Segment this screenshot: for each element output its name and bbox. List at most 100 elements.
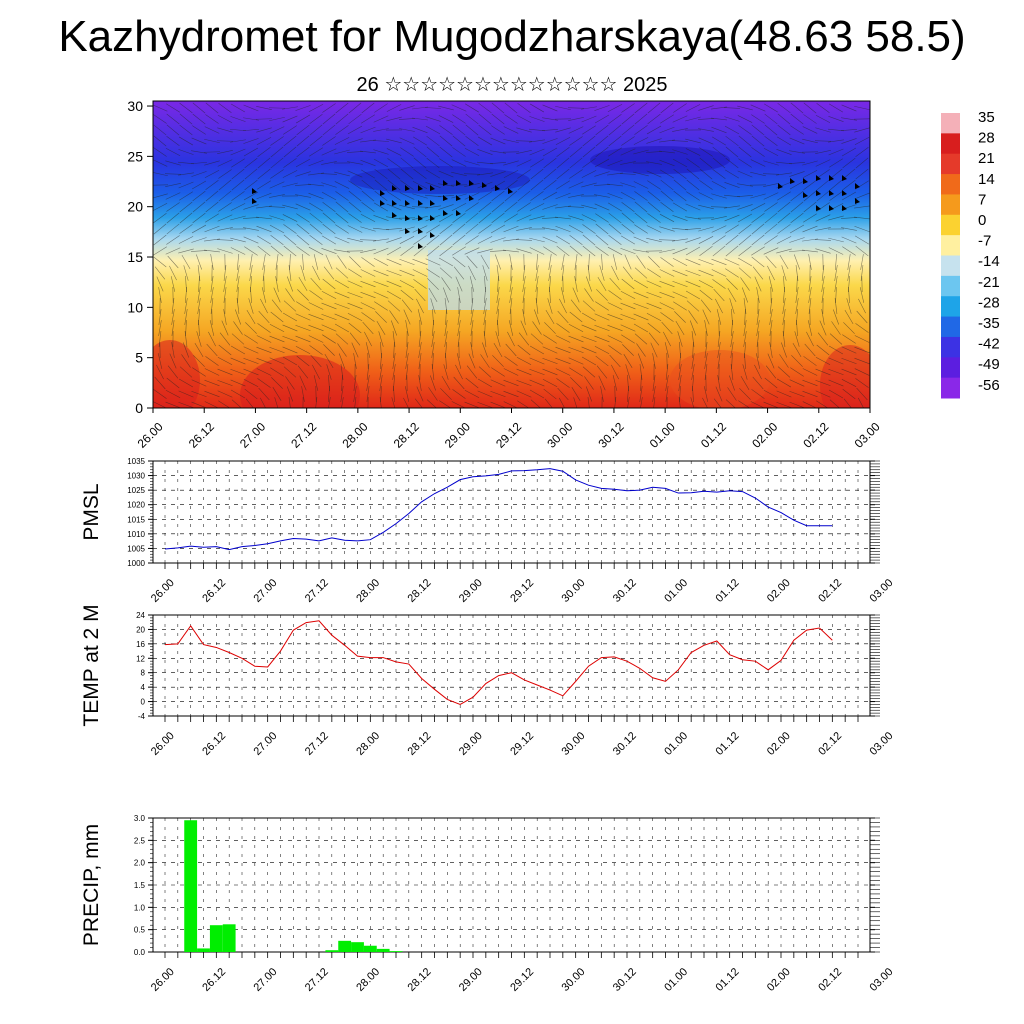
wind-barb	[391, 397, 396, 408]
wind-barb	[236, 254, 240, 270]
wind-barb	[647, 180, 661, 190]
wind-barb	[764, 223, 778, 235]
wind-barb	[828, 116, 844, 122]
wind-barb	[573, 397, 578, 408]
wind-barb	[478, 124, 492, 136]
wind-barb	[609, 354, 621, 368]
wind-barb	[634, 191, 648, 201]
wind-barb	[828, 139, 844, 143]
wind-barb	[286, 276, 294, 292]
wind-barb	[633, 323, 649, 333]
wind-barb	[230, 357, 246, 365]
wind-barb	[598, 375, 606, 391]
wind-barb	[608, 212, 622, 224]
colorbar-swatch	[941, 214, 960, 236]
wind-barb	[439, 158, 453, 168]
wind-barb	[182, 342, 190, 358]
wind-barb	[477, 236, 493, 244]
wind-barb	[647, 102, 661, 114]
wind-barb	[496, 298, 500, 314]
wind-barb	[730, 331, 734, 347]
colorbar-label: -35	[978, 315, 1000, 332]
wind-barb	[361, 312, 375, 322]
wind-barb	[724, 125, 740, 135]
wind-barb	[607, 192, 623, 200]
chart-subtitle: 26 ☆☆☆☆☆☆☆☆☆☆☆☆☆ 2025	[356, 74, 668, 96]
wind-barb	[698, 137, 714, 145]
wind-barb	[542, 147, 558, 157]
wind-barb	[270, 367, 284, 377]
wind-barb	[494, 254, 502, 270]
wind-barb	[237, 286, 239, 304]
wind-barb	[191, 161, 207, 165]
wind-barb	[412, 117, 428, 121]
wind-barb	[178, 181, 194, 189]
wind-barb	[686, 179, 700, 191]
wind-barb	[620, 235, 636, 245]
wind-barb	[685, 116, 701, 122]
wind-barb	[360, 159, 376, 167]
wind-barb	[582, 135, 596, 147]
colorbar-label: -56	[978, 377, 1000, 394]
wind-barb	[465, 136, 479, 146]
wind-barb	[269, 215, 285, 221]
wind-barb	[167, 255, 179, 269]
wind-barb	[153, 193, 168, 199]
wind-barb	[425, 169, 441, 179]
wind-barb	[574, 276, 578, 292]
x-tick-label: 01.00	[662, 577, 690, 605]
wind-barb	[815, 248, 831, 254]
wind-barb	[360, 280, 376, 288]
wind-barb	[484, 319, 486, 337]
wind-barb	[181, 254, 191, 270]
wind-barb	[742, 364, 748, 380]
wind-barb	[621, 334, 635, 344]
wind-barb	[335, 333, 349, 345]
wind-barb	[858, 298, 866, 314]
wind-barb	[464, 183, 480, 187]
wind-barb	[244, 388, 258, 400]
wind-barb	[692, 385, 694, 403]
wind-barb	[153, 203, 168, 211]
wind-barb	[646, 280, 662, 288]
wind-barb	[622, 344, 634, 356]
wind-barb	[413, 279, 427, 289]
wind-barb	[711, 180, 727, 190]
wind-barb	[386, 280, 402, 288]
wind-barb	[205, 180, 219, 190]
wind-barb	[725, 157, 739, 169]
wind-barb	[425, 258, 441, 266]
wind-barb	[560, 287, 566, 303]
wind-barb	[529, 237, 545, 243]
x-tick-label: 29.00	[442, 419, 473, 450]
x-tick-label: 03.00	[868, 577, 896, 605]
x-tick-label: 30.00	[544, 419, 575, 450]
wind-barb	[841, 104, 857, 112]
wind-barb	[685, 104, 701, 112]
wind-barb	[313, 375, 319, 391]
wind-barb	[569, 245, 583, 257]
precip-bar	[197, 948, 210, 952]
wind-barb	[468, 353, 476, 369]
wind-barb	[639, 364, 643, 380]
wind-barb	[634, 224, 648, 234]
wind-barb	[717, 331, 721, 347]
wind-barb	[529, 345, 545, 355]
wind-barb	[777, 113, 791, 125]
wind-barb	[322, 334, 336, 344]
heatmap-field	[153, 101, 870, 408]
wind-barb	[191, 224, 207, 234]
wind-barb	[243, 104, 259, 112]
wind-barb	[217, 214, 233, 222]
wind-barb	[361, 114, 375, 124]
wind-barb	[763, 183, 779, 187]
wind-barb	[776, 172, 792, 176]
wind-barb	[491, 113, 505, 125]
wind-barb	[153, 124, 167, 136]
wind-barb	[646, 161, 662, 165]
wind-barb	[834, 254, 838, 270]
wind-barb	[691, 353, 695, 369]
wind-barb	[790, 212, 804, 224]
wind-barb	[647, 201, 661, 213]
wind-barb	[738, 234, 752, 246]
